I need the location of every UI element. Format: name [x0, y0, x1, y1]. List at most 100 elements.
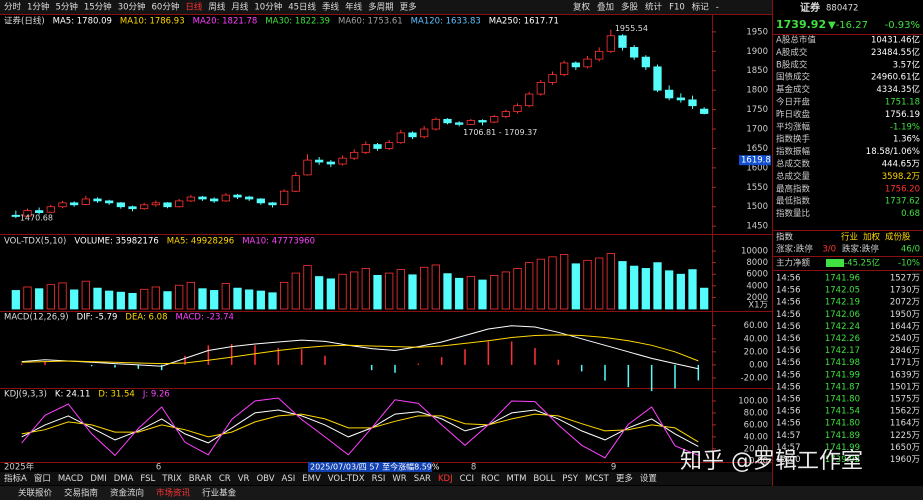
tool-button[interactable]: -	[716, 3, 719, 13]
period-tab[interactable]: 日线	[185, 2, 203, 13]
volume-bar	[350, 271, 359, 310]
period-tab[interactable]: 45日线	[288, 2, 316, 13]
bottom-tab[interactable]: 关联报价	[18, 488, 53, 499]
bottom-tab[interactable]: 资金流向	[110, 488, 144, 499]
candle-body	[665, 89, 674, 99]
period-tab[interactable]: 1分钟	[27, 2, 49, 13]
period-tab[interactable]: 季线	[322, 2, 340, 13]
indicator-tab[interactable]: TRIX	[161, 474, 182, 484]
period-tab[interactable]: 分时	[4, 2, 22, 13]
indicator-tab[interactable]: KDJ	[438, 474, 453, 484]
tick-time: 14:56	[776, 358, 801, 368]
indicator-tab[interactable]: MACD	[58, 474, 84, 484]
stat-value: 1751.18	[885, 98, 920, 108]
tick-time: 14:56	[776, 286, 801, 296]
volume-bar	[665, 270, 674, 310]
indicator-value: DEA: 6.08	[125, 313, 167, 323]
bottom-tab[interactable]: 交易指南	[64, 488, 98, 499]
period-tab[interactable]: 月线	[231, 2, 249, 13]
axis-tag: 1619.8	[741, 156, 771, 166]
indicator-tab[interactable]: MCST	[585, 474, 610, 484]
volume-bar	[198, 288, 207, 310]
volume-bar	[676, 273, 685, 310]
indicator-value: MACD: -23.74	[175, 313, 233, 323]
indicator-tab[interactable]: VR	[238, 474, 250, 484]
tick-time: 14:56	[776, 322, 801, 332]
index-tab: 指数	[776, 232, 794, 243]
indicator-tab[interactable]: BOLL	[533, 474, 555, 484]
candle-body	[431, 118, 440, 130]
volume-bar	[326, 278, 335, 310]
indicator-tab[interactable]: PSY	[562, 474, 579, 484]
period-tab[interactable]: 30分钟	[118, 2, 146, 13]
indicator-value: K: 24.11	[55, 390, 90, 400]
indicator-title: KDJ(9,3,3)	[4, 390, 47, 400]
kdj-line	[21, 413, 699, 443]
candle-body	[361, 144, 370, 153]
indicator-tab[interactable]: 窗口	[34, 473, 51, 484]
indicator-tab[interactable]: WR	[392, 474, 406, 484]
period-tab[interactable]: 多周期	[368, 2, 394, 13]
tool-button[interactable]: 多股	[621, 2, 639, 13]
indicator-tab[interactable]: CR	[219, 474, 231, 484]
y-tick-label: 60.00	[744, 420, 768, 430]
indicator-tab[interactable]: 更多	[616, 473, 634, 484]
volume-bar	[431, 264, 440, 310]
indicator-tab[interactable]: DMI	[90, 474, 106, 484]
y-tick-label: 1450	[746, 222, 768, 232]
tool-button[interactable]: 叠加	[597, 2, 614, 13]
stat-label: 总成交数	[776, 159, 811, 170]
tick-price: 1741.54	[825, 407, 860, 417]
period-tab[interactable]: 60分钟	[152, 2, 180, 13]
indicator-tab[interactable]: SAR	[414, 474, 431, 484]
volume-bar	[11, 290, 20, 310]
indicator-tab[interactable]: ROC	[481, 474, 500, 484]
candle-body	[385, 142, 394, 149]
candle-body	[350, 151, 359, 159]
candle-body	[163, 202, 172, 208]
indicator-tab[interactable]: OBV	[256, 474, 274, 484]
tick-volume: 1575万	[890, 395, 920, 405]
stat-value: 1.36%	[893, 135, 920, 145]
period-tab[interactable]: 周线	[208, 2, 226, 13]
y-tick-label: 1750	[746, 105, 768, 115]
candle-body	[513, 105, 522, 112]
indicator-tab[interactable]: FSL	[140, 474, 155, 484]
stat-value: 10431.46亿	[871, 35, 920, 46]
tick-volume: 1644万	[890, 322, 920, 332]
period-tab[interactable]: 5分钟	[55, 2, 77, 13]
indicator-tab[interactable]: ASI	[282, 474, 296, 484]
tool-button[interactable]: 复权	[573, 2, 591, 13]
tool-button[interactable]: 统计	[645, 2, 663, 13]
quote-change: ▼-16.27	[828, 20, 868, 31]
stat-label: 平均涨幅	[776, 121, 811, 132]
candle-body	[11, 214, 20, 217]
indicator-tab[interactable]: CCI	[460, 474, 474, 484]
candle-body	[525, 93, 534, 107]
volume-bar	[105, 290, 114, 310]
tool-button[interactable]: F10	[669, 3, 685, 13]
x-tick-label: 6	[156, 463, 161, 473]
period-tab[interactable]: 10分钟	[254, 2, 282, 13]
tick-volume: 1639万	[890, 370, 920, 380]
indicator-tab[interactable]: MTM	[507, 474, 527, 484]
indicator-tab[interactable]: EMV	[302, 474, 321, 484]
indicator-tab[interactable]: VOL-TDX	[328, 474, 365, 484]
tick-time: 14:56	[776, 395, 801, 405]
indicator-tab[interactable]: RSI	[372, 474, 386, 484]
y-tick-label: 1950	[746, 27, 768, 37]
period-tab[interactable]: 15分钟	[84, 2, 112, 13]
indicator-tab[interactable]: DMA	[114, 474, 134, 484]
stat-label: A股成交	[776, 47, 808, 58]
period-tab[interactable]: 更多	[400, 2, 418, 13]
bottom-tab[interactable]: 行业基金	[202, 488, 237, 499]
bottom-tab[interactable]: 市场资讯	[156, 488, 191, 499]
candle-body	[595, 50, 604, 60]
indicator-value: VOLUME: 35982176	[74, 237, 158, 247]
volume-bar	[583, 259, 592, 310]
indicator-tab[interactable]: BRAR	[189, 474, 212, 484]
indicator-tab[interactable]: 指标A	[4, 473, 27, 484]
indicator-tab[interactable]: 设置	[640, 473, 658, 484]
tool-button[interactable]: 标记	[692, 2, 710, 13]
period-tab[interactable]: 年线	[345, 2, 363, 13]
